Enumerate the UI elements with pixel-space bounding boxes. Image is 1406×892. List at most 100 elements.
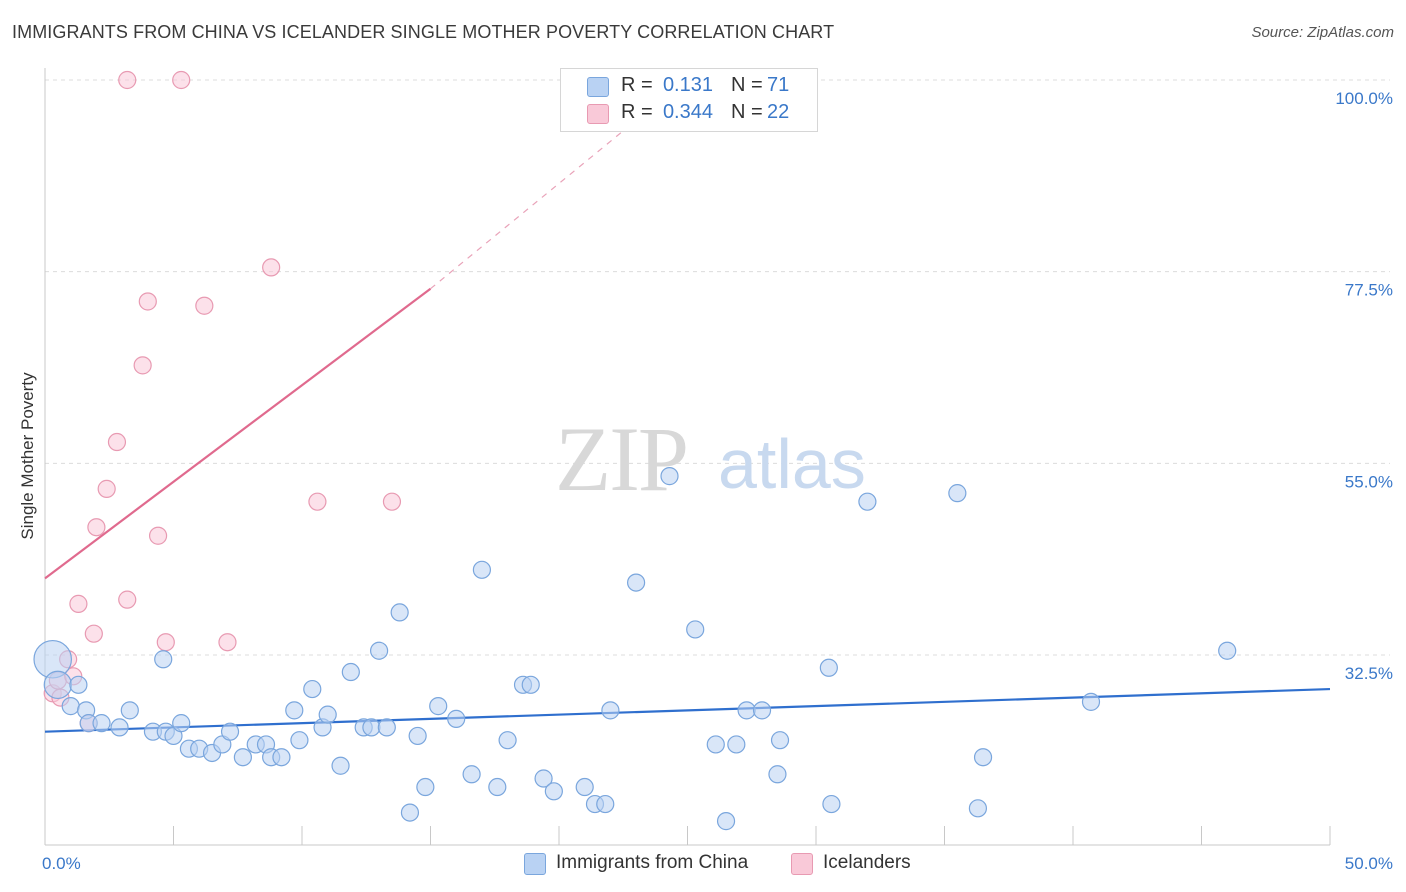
data-point <box>727 735 746 754</box>
data-point <box>138 292 157 311</box>
trend-line-icelanders-extension <box>430 109 650 290</box>
data-point <box>84 624 103 643</box>
data-point <box>156 633 175 652</box>
legend-r-value-china: 0.131 <box>662 74 713 96</box>
bottom-legend-swatch-icelanders <box>791 853 813 875</box>
trend-line-icelanders <box>44 287 432 580</box>
gridlines <box>45 79 1390 656</box>
data-point <box>416 777 435 797</box>
watermark-atlas: atlas <box>718 425 866 503</box>
legend-n-value-icelanders: 22 <box>767 101 790 123</box>
legend-swatch-icelanders <box>587 104 609 124</box>
data-point <box>92 714 111 733</box>
watermark: ZIP atlas <box>555 408 866 510</box>
data-point <box>400 803 420 822</box>
data-point <box>110 718 129 737</box>
data-point <box>1081 692 1101 711</box>
legend-r-value-icelanders: 0.344 <box>662 101 713 123</box>
data-point <box>626 573 646 592</box>
x-tick-label: 0.0% <box>42 854 81 873</box>
data-point <box>370 641 389 660</box>
data-point <box>107 432 127 452</box>
data-point <box>69 594 88 613</box>
y-tick-labels: 32.5% 55.0% 77.5% 100.0% <box>1335 89 1393 683</box>
legend-r-label: R = <box>621 101 653 123</box>
bottom-legend-label-china: Immigrants from China <box>556 852 749 873</box>
data-point <box>472 560 491 579</box>
data-point <box>498 731 517 750</box>
stats-legend: R = 0.131 N = 71 R = 0.344 N = 22 <box>560 68 818 132</box>
data-point <box>120 701 139 720</box>
data-point <box>1218 641 1237 660</box>
bottom-legend-label-icelanders: Icelanders <box>823 852 911 873</box>
data-point <box>948 484 967 503</box>
data-point <box>362 718 381 737</box>
x-tick-labels: 0.0% 50.0% <box>42 854 1393 873</box>
data-point <box>390 603 409 622</box>
trend-line-china <box>44 687 1331 733</box>
data-point <box>462 765 481 784</box>
data-point <box>822 794 841 814</box>
data-point <box>819 658 838 677</box>
data-point <box>858 492 877 511</box>
data-point <box>408 726 427 746</box>
chart-title: IMMIGRANTS FROM CHINA VS ICELANDER SINGL… <box>12 22 835 42</box>
y-tick-label: 77.5% <box>1345 281 1393 300</box>
data-point <box>575 777 594 797</box>
y-tick-label: 55.0% <box>1345 472 1393 491</box>
data-point <box>968 799 988 818</box>
data-point <box>706 735 725 754</box>
legend-swatch-china <box>587 77 609 97</box>
data-point <box>447 709 466 728</box>
data-point <box>133 356 152 375</box>
data-point <box>195 296 214 315</box>
data-point <box>660 467 679 486</box>
data-point <box>488 777 507 797</box>
icelanders-points <box>43 70 402 733</box>
data-point <box>272 748 291 767</box>
legend-r-label: R = <box>621 74 653 96</box>
data-point <box>303 679 322 699</box>
bottom-legend-swatch-china <box>524 853 546 875</box>
legend-n-label: N = <box>731 74 763 96</box>
trend-lines <box>44 109 1331 733</box>
data-point <box>601 701 620 720</box>
data-point <box>768 765 787 784</box>
data-point <box>686 620 705 639</box>
data-point <box>69 675 88 694</box>
data-point <box>118 70 137 90</box>
data-point <box>172 70 191 90</box>
data-point <box>43 670 73 700</box>
data-point <box>61 697 80 716</box>
data-point <box>544 782 563 801</box>
data-point <box>377 718 396 737</box>
legend-n-value-china: 71 <box>767 74 790 96</box>
data-point <box>752 701 772 720</box>
x-tick-label: 50.0% <box>1345 854 1393 873</box>
data-point <box>172 714 191 733</box>
data-point <box>331 756 350 775</box>
data-point <box>218 633 237 652</box>
y-axis-title: Single Mother Poverty <box>18 372 37 540</box>
data-point <box>233 748 252 767</box>
china-points <box>33 467 1237 831</box>
data-point <box>154 650 173 669</box>
data-point <box>318 705 337 724</box>
y-tick-label: 100.0% <box>1335 89 1393 108</box>
data-point <box>87 518 106 537</box>
legend-n-label: N = <box>731 101 763 123</box>
data-point <box>382 492 402 511</box>
y-tick-label: 32.5% <box>1345 664 1393 683</box>
axes <box>44 68 1331 846</box>
data-point <box>341 662 360 682</box>
data-point <box>534 769 553 788</box>
data-point <box>770 731 790 750</box>
data-point <box>118 590 137 609</box>
data-point <box>973 748 993 767</box>
data-point <box>429 697 448 716</box>
data-point <box>737 701 756 720</box>
data-point <box>262 258 281 277</box>
data-point <box>290 731 309 750</box>
source-label: Source: ZipAtlas.com <box>1251 24 1394 41</box>
